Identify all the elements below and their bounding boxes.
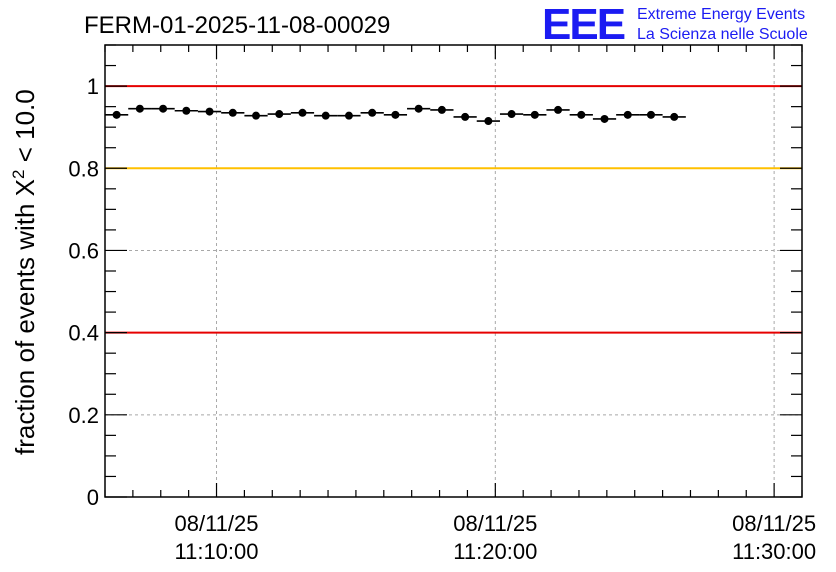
data-point-2 bbox=[151, 104, 175, 113]
logo-line-1: Extreme Energy Events bbox=[637, 6, 805, 23]
data-point-19 bbox=[546, 105, 570, 114]
data-points bbox=[105, 104, 686, 126]
data-point-14 bbox=[430, 105, 454, 114]
x-tick-label-1: 08/11/25 11:20:00 bbox=[453, 511, 537, 564]
logo-letters: EEE bbox=[542, 0, 625, 49]
data-point-marker-13 bbox=[414, 104, 423, 113]
x-tick-time-1: 11:20:00 bbox=[453, 539, 537, 564]
y-tick-label-2: 0.4 bbox=[68, 321, 99, 346]
data-point-22 bbox=[616, 110, 640, 119]
data-point-marker-12 bbox=[391, 110, 400, 119]
data-point-17 bbox=[499, 110, 524, 119]
data-point-marker-5 bbox=[228, 108, 237, 117]
x-tick-label-0: 08/11/25 11:10:00 bbox=[175, 511, 259, 564]
axes bbox=[104, 44, 803, 498]
data-point-12 bbox=[383, 110, 408, 119]
y-tick-label-1: 0.2 bbox=[68, 403, 99, 428]
data-point-11 bbox=[360, 108, 384, 117]
y-axis-title-superscript: 2 bbox=[9, 170, 28, 179]
data-point-marker-14 bbox=[437, 105, 446, 114]
data-point-marker-16 bbox=[484, 117, 493, 126]
data-point-21 bbox=[592, 114, 617, 123]
data-point-marker-10 bbox=[344, 111, 353, 120]
data-point-9 bbox=[314, 111, 338, 120]
data-point-0 bbox=[105, 110, 129, 119]
data-point-marker-8 bbox=[298, 108, 307, 117]
data-point-marker-19 bbox=[554, 105, 563, 114]
reference-lines bbox=[105, 85, 802, 334]
data-point-marker-7 bbox=[275, 110, 284, 119]
data-point-marker-3 bbox=[182, 106, 191, 115]
x-tick-label-2: 08/11/25 11:30:00 bbox=[732, 511, 816, 564]
x-tick-time-2: 11:30:00 bbox=[732, 539, 816, 564]
data-point-marker-1 bbox=[135, 104, 144, 113]
data-point-marker-18 bbox=[530, 110, 539, 119]
data-point-marker-20 bbox=[577, 110, 586, 119]
data-point-marker-21 bbox=[600, 114, 609, 123]
data-point-4 bbox=[197, 107, 222, 116]
data-point-23 bbox=[639, 110, 663, 119]
x-tick-date-0: 08/11/25 bbox=[175, 511, 259, 536]
y-tick-label-5: 1 bbox=[87, 74, 99, 99]
data-point-marker-11 bbox=[368, 108, 377, 117]
data-point-marker-6 bbox=[252, 111, 261, 120]
y-axis-title-prefix: fraction of events with X bbox=[10, 179, 40, 455]
y-axis-title: fraction of events with X2 < 10.0 bbox=[9, 89, 40, 455]
logo-line-2: La Scienza nelle Scuole bbox=[637, 26, 808, 43]
data-point-18 bbox=[523, 110, 547, 119]
data-point-marker-22 bbox=[623, 110, 632, 119]
y-axis-title-suffix: < 10.0 bbox=[10, 89, 40, 169]
data-point-15 bbox=[453, 112, 477, 121]
data-point-marker-4 bbox=[205, 107, 214, 116]
data-point-1 bbox=[128, 104, 152, 113]
data-point-13 bbox=[407, 104, 431, 113]
data-point-3 bbox=[174, 106, 198, 115]
x-tick-date-1: 08/11/25 bbox=[453, 511, 537, 536]
y-tick-label-3: 0.6 bbox=[68, 238, 99, 263]
data-point-20 bbox=[569, 110, 593, 119]
eee-logo: EEE Extreme Energy Events La Scienza nel… bbox=[542, 0, 808, 49]
data-point-8 bbox=[290, 108, 315, 117]
data-point-16 bbox=[476, 117, 500, 126]
x-tick-date-2: 08/11/25 bbox=[732, 511, 816, 536]
chart-title: FERM-01-2025-11-08-00029 bbox=[84, 12, 390, 39]
y-tick-labels: 0 0.2 0.4 0.6 0.8 1 bbox=[68, 74, 99, 510]
y-tick-label-4: 0.8 bbox=[68, 156, 99, 181]
data-point-marker-23 bbox=[646, 110, 655, 119]
data-point-marker-24 bbox=[670, 112, 679, 121]
y-tick-label-0: 0 bbox=[87, 485, 99, 510]
data-point-5 bbox=[221, 108, 245, 117]
data-point-marker-0 bbox=[112, 110, 121, 119]
data-point-marker-2 bbox=[159, 104, 168, 113]
data-point-marker-9 bbox=[321, 111, 330, 120]
data-point-24 bbox=[662, 112, 686, 121]
data-point-marker-17 bbox=[507, 110, 516, 119]
data-point-marker-15 bbox=[461, 112, 470, 121]
data-point-6 bbox=[244, 111, 268, 120]
x-tick-time-0: 11:10:00 bbox=[175, 539, 259, 564]
data-point-7 bbox=[267, 110, 291, 119]
data-point-10 bbox=[337, 111, 361, 120]
